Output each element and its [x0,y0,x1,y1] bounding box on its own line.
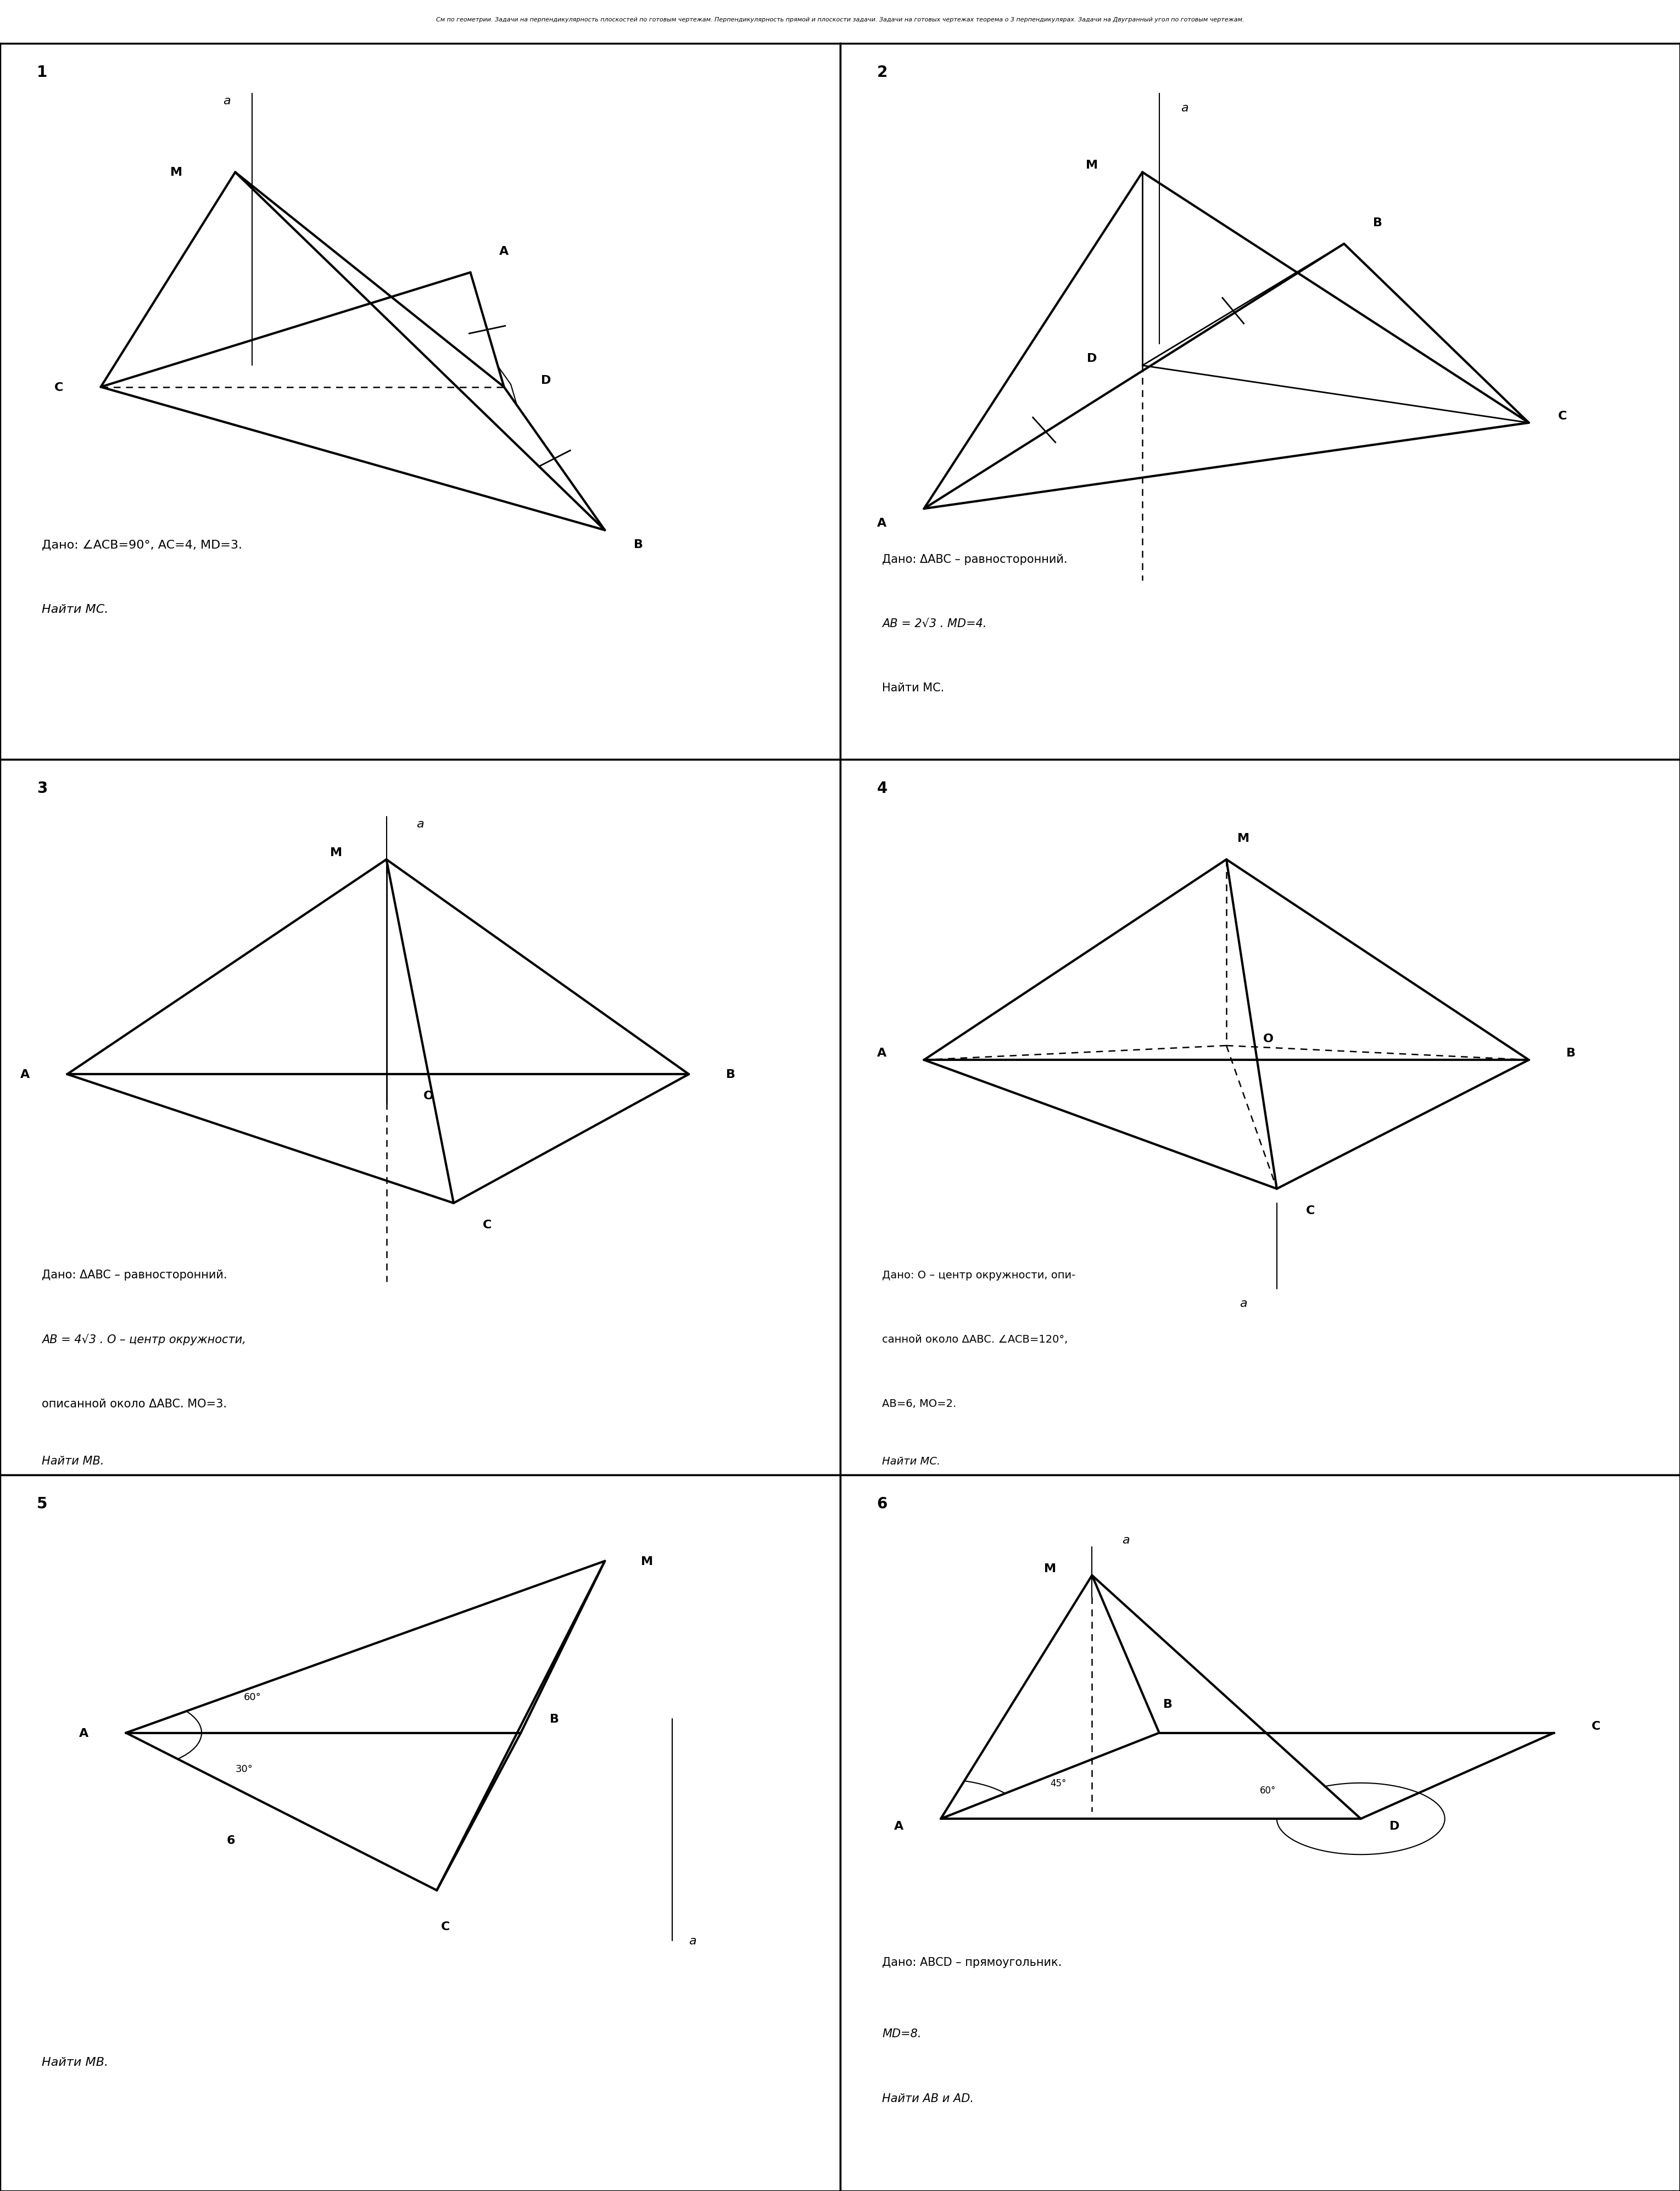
Text: A: A [877,517,887,528]
Text: санной около ΔABC. ∠ACB=120°,: санной около ΔABC. ∠ACB=120°, [882,1334,1068,1345]
Text: A: A [894,1821,904,1832]
Text: C: C [482,1218,492,1231]
Text: a: a [689,1935,696,1946]
Text: a: a [1181,103,1188,114]
Text: a: a [417,819,423,830]
Text: D: D [1087,353,1097,364]
Text: A: A [499,245,509,256]
Text: 60°: 60° [244,1691,260,1702]
Text: a: a [223,96,230,107]
Text: AB = 4√3 . O – центр окружности,: AB = 4√3 . O – центр окружности, [42,1334,247,1345]
Text: 3: 3 [37,780,47,795]
Text: A: A [79,1727,89,1737]
Text: Дано: ∠ACB=90°, AC=4, MD=3.: Дано: ∠ACB=90°, AC=4, MD=3. [42,539,242,550]
Text: Дано: ΔABC – равносторонний.: Дано: ΔABC – равносторонний. [42,1269,227,1280]
Text: B: B [1373,217,1383,228]
Text: C: C [1305,1205,1315,1216]
Text: Найти MC.: Найти MC. [42,605,109,616]
Text: Найти MC.: Найти MC. [882,1455,941,1466]
Text: A: A [20,1069,30,1080]
Text: Дано: ΔABC – равносторонний.: Дано: ΔABC – равносторонний. [882,554,1067,565]
Text: M: M [1236,833,1250,844]
Text: A: A [877,1047,887,1058]
Text: B: B [549,1713,559,1724]
Text: 4: 4 [877,780,887,795]
Text: Найти MB.: Найти MB. [42,2057,109,2068]
Text: B: B [1163,1698,1173,1709]
Text: AB=6, MO=2.: AB=6, MO=2. [882,1398,956,1409]
Text: 6: 6 [227,1834,235,1845]
Text: Дано: O – центр окружности, опи-: Дано: O – центр окружности, опи- [882,1269,1075,1280]
Text: AB = 2√3 . MD=4.: AB = 2√3 . MD=4. [882,618,986,629]
Text: См по геометрии. Задачи на перпендикулярность плоскостей по готовым чертежам. Пе: См по геометрии. Задачи на перпендикуляр… [435,18,1245,22]
Text: M: M [640,1556,654,1567]
Text: M: M [1085,160,1099,171]
Text: описанной около ΔABC. MO=3.: описанной около ΔABC. MO=3. [42,1398,227,1409]
Text: B: B [726,1069,736,1080]
Text: M: M [329,848,343,859]
Text: B: B [1566,1047,1576,1058]
Text: C: C [1591,1720,1601,1731]
Text: 6: 6 [877,1496,887,1512]
Text: 5: 5 [37,1496,47,1512]
Text: 1: 1 [37,66,47,81]
Text: 60°: 60° [1260,1786,1277,1794]
Text: C: C [54,381,64,392]
Text: M: M [170,167,183,177]
Text: O: O [1263,1034,1273,1045]
Text: O: O [423,1091,433,1102]
Text: Найти MB.: Найти MB. [42,1455,104,1466]
Text: Найти MC.: Найти MC. [882,681,944,695]
Text: MD=8.: MD=8. [882,2029,921,2040]
Text: D: D [1389,1821,1399,1832]
Text: B: B [633,539,643,550]
Text: M: M [1043,1562,1057,1573]
Text: 45°: 45° [1050,1779,1067,1788]
Text: C: C [1557,410,1567,421]
Text: 30°: 30° [235,1764,252,1775]
Text: a: a [1240,1297,1247,1308]
Text: C: C [440,1922,450,1932]
Text: Найти AB и AD.: Найти AB и AD. [882,2092,974,2103]
Text: a: a [1122,1534,1129,1545]
Text: Дано: ABCD – прямоугольник.: Дано: ABCD – прямоугольник. [882,1957,1062,1968]
Text: D: D [541,375,551,386]
Text: 2: 2 [877,66,887,81]
